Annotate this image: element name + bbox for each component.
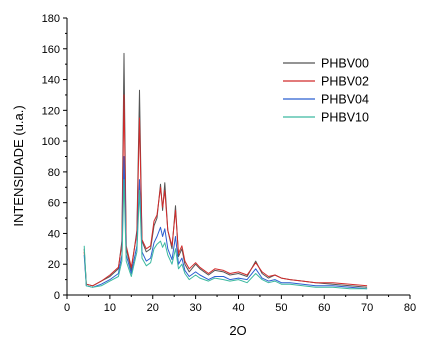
x-tick-label: 60 <box>318 302 330 314</box>
series-layer <box>83 52 368 290</box>
y-tick-label: 100 <box>42 136 60 148</box>
y-tick-label: 40 <box>48 228 60 240</box>
legend-label-phbv00: PHBV00 <box>321 57 369 71</box>
x-tick-label: 80 <box>404 302 416 314</box>
y-tick-label: 120 <box>42 105 60 117</box>
y-tick-label: 160 <box>42 44 60 56</box>
x-tick-label: 40 <box>232 302 244 314</box>
y-tick-label: 20 <box>48 259 60 271</box>
y-tick-label: 80 <box>48 167 60 179</box>
x-tick-label: 10 <box>104 302 116 314</box>
y-tick-label: 0 <box>54 290 60 302</box>
x-tick-label: 50 <box>275 302 287 314</box>
legend-label-phbv10: PHBV10 <box>321 111 369 125</box>
ticks-layer: 0 10 20 30 40 50 60 70 80 0 20 40 60 80 100 120 140 160 18… <box>42 13 416 314</box>
x-tick-label: 30 <box>190 302 202 314</box>
y-tick-label: 60 <box>48 198 60 210</box>
y-axis-title: INTENSIDADE (u.a.) <box>11 105 26 226</box>
y-tick-label: 140 <box>42 75 60 87</box>
series-line-phbv04 <box>83 156 368 290</box>
series-line-phbv02 <box>83 94 368 287</box>
series-line-phbv10 <box>83 179 368 290</box>
legend-label-phbv02: PHBV02 <box>321 75 369 89</box>
x-tick-label: 70 <box>361 302 373 314</box>
legend: PHBV00 PHBV02 PHBV04 PHBV10 <box>283 57 369 125</box>
x-tick-label: 0 <box>64 302 70 314</box>
y-tick-label: 180 <box>42 13 60 25</box>
x-tick-label: 20 <box>147 302 159 314</box>
legend-label-phbv04: PHBV04 <box>321 93 369 107</box>
x-axis-title: 2O <box>229 323 246 338</box>
